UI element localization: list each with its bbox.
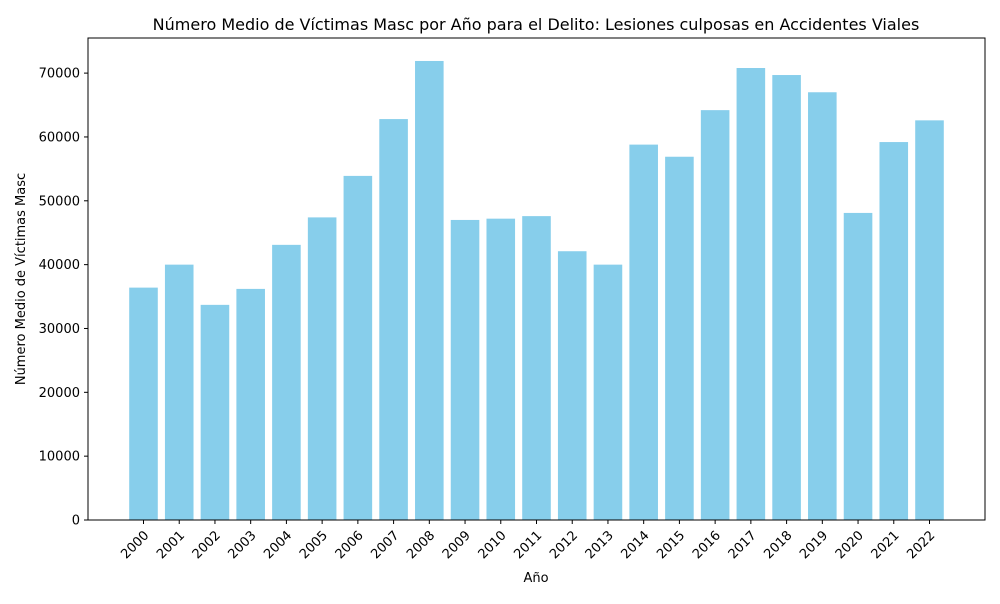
x-tick-label: 2009 <box>440 528 474 562</box>
bar-2021 <box>879 142 909 520</box>
x-tick-label: 2020 <box>833 528 867 562</box>
bar-2014 <box>629 144 658 521</box>
x-tick-label: 2007 <box>368 528 402 562</box>
bar-2011 <box>522 216 551 520</box>
bar-2004 <box>272 244 301 520</box>
x-tick-label: 2006 <box>333 528 367 562</box>
bar-2012 <box>557 251 587 521</box>
bar-2019 <box>808 92 837 520</box>
x-tick-label: 2017 <box>726 528 760 562</box>
x-tick-label: 2013 <box>583 528 617 562</box>
bar-2018 <box>772 75 801 520</box>
plot-area: 2000 2001 2002 2003 2004 2005 2006 2007 2008 2009… <box>39 37 986 562</box>
x-tick-label: 2000 <box>118 528 152 562</box>
bar-2000 <box>129 287 158 520</box>
bar-2020 <box>843 212 873 521</box>
y-tick-label: 60000 <box>39 130 80 145</box>
chart-title: Número Medio de Víctimas Masc por Año pa… <box>153 15 920 34</box>
y-tick-label: 10000 <box>39 450 80 465</box>
y-tick-label: 20000 <box>39 386 80 401</box>
bar-2002 <box>200 304 230 520</box>
bar-2007 <box>379 119 408 520</box>
y-tick-label: 50000 <box>39 194 80 209</box>
x-tick-label: 2016 <box>690 528 724 562</box>
bar-2010 <box>486 218 516 521</box>
y-axis-label: Número Medio de Víctimas Masc <box>14 173 29 385</box>
bar-2009 <box>450 219 480 520</box>
y-tick-label: 30000 <box>39 322 80 337</box>
x-tick-label: 2019 <box>797 528 831 562</box>
y-tick-label: 70000 <box>39 67 80 82</box>
x-tick-label: 2002 <box>190 528 224 562</box>
bar-2022 <box>915 120 944 520</box>
x-tick-label: 2018 <box>761 528 795 562</box>
x-tick-label: 2021 <box>869 528 903 562</box>
bar-2016 <box>700 110 730 520</box>
x-tick-label: 2014 <box>619 528 653 562</box>
x-tick-label: 2022 <box>904 528 938 562</box>
x-tick-label: 2008 <box>404 528 438 562</box>
bar-2006 <box>343 175 373 520</box>
x-tick-label: 2010 <box>476 528 510 562</box>
axes-frame <box>87 37 986 521</box>
x-tick-label: 2005 <box>297 528 331 562</box>
bar-2001 <box>164 264 194 520</box>
y-tick-label: 0 <box>72 514 80 529</box>
bar-2008 <box>415 60 444 520</box>
x-tick-label: 2001 <box>154 528 188 562</box>
bar-2005 <box>307 217 337 520</box>
x-tick-label: 2004 <box>261 528 295 562</box>
x-tick-label: 2011 <box>511 528 545 562</box>
bar-2017 <box>736 68 766 520</box>
x-tick-label: 2015 <box>654 528 688 562</box>
bar-2013 <box>593 264 623 520</box>
bar-2015 <box>665 156 694 521</box>
bar-2003 <box>236 288 265 520</box>
x-tick-label: 2003 <box>226 528 260 562</box>
x-tick-label: 2012 <box>547 528 581 562</box>
x-axis-label: Año <box>523 571 548 586</box>
y-tick-label: 40000 <box>39 258 80 273</box>
